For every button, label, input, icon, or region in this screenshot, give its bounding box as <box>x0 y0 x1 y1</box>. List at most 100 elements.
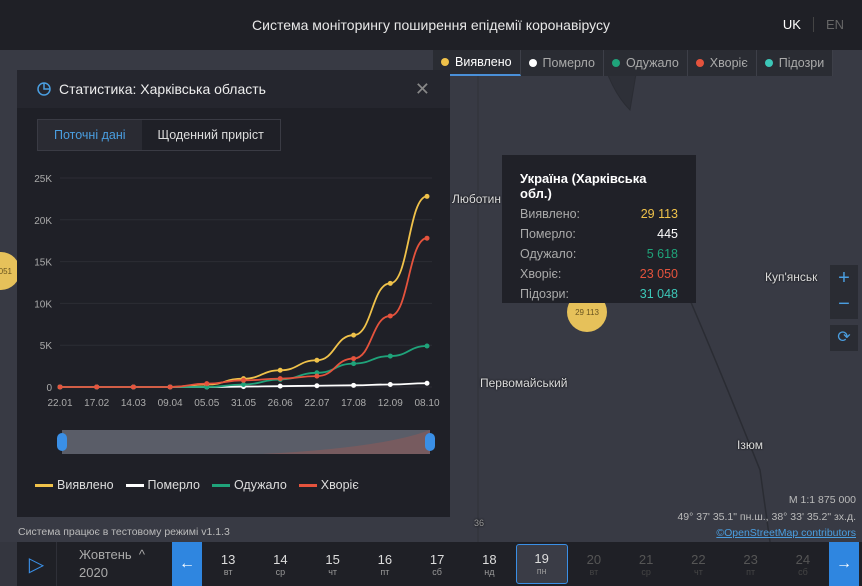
city-label: Первомайський <box>480 376 568 390</box>
tooltip-row: Померло: 445 <box>520 227 678 247</box>
day-item[interactable]: 24 сб <box>777 552 829 577</box>
tab-daily[interactable]: Щоденний приріст <box>157 128 264 142</box>
range-handle-start[interactable] <box>57 433 67 451</box>
month-label: Жовтень <box>79 547 132 562</box>
month-selector[interactable]: Жовтень ^ 2020 <box>57 546 172 582</box>
y-tick-label: 0 <box>46 383 52 394</box>
data-point <box>387 280 393 286</box>
day-number: 24 <box>795 551 811 567</box>
data-point <box>57 384 63 390</box>
series-line <box>59 195 428 388</box>
zoom-out-button[interactable]: − <box>838 293 850 315</box>
map-marker[interactable]: 051 <box>0 252 20 290</box>
lang-uk[interactable]: UK <box>782 17 801 32</box>
data-point <box>351 382 357 388</box>
y-tick-label: 15K <box>34 258 52 269</box>
legend-item[interactable]: Хворіє <box>298 478 359 492</box>
layer-toggle[interactable]: Підозри <box>757 50 834 76</box>
line-icon <box>125 484 144 488</box>
play-button[interactable]: ▷ <box>17 542 57 586</box>
line-icon <box>298 484 317 488</box>
tooltip-row: Підозри: 31 048 <box>520 287 678 307</box>
day-number: 22 <box>691 551 706 567</box>
panel-header: Статистика: Харківська область <box>17 70 450 108</box>
tooltip-label: Одужало: <box>520 247 577 261</box>
day-item[interactable]: 22 чт <box>672 552 724 577</box>
day-weekday: пт <box>380 566 390 577</box>
day-number: 14 <box>273 551 288 567</box>
data-point <box>424 343 430 349</box>
x-tick-label: 08.10 <box>414 398 439 409</box>
x-tick-label: 26.06 <box>268 398 293 409</box>
status-text: Система працює в тестовому режимі v1.1.3 <box>18 526 230 538</box>
tooltip-value: 29 113 <box>640 207 678 221</box>
day-number: 15 <box>325 551 340 567</box>
tooltip-label: Хворіє: <box>520 267 562 281</box>
line-chart: 0 5K 10K 15K 20K 25K 22.01 17.02 14.03 09.04 05.05… <box>34 174 440 409</box>
day-weekday: ср <box>275 566 286 577</box>
zoom-in-button[interactable]: + <box>838 267 850 289</box>
day-item[interactable]: 20 вт <box>568 552 620 577</box>
tooltip-label: Підозри: <box>520 287 570 301</box>
layer-label: Померло <box>542 56 595 70</box>
legend-label: Хворіє <box>320 478 359 492</box>
layer-toggle[interactable]: Виявлено <box>433 50 521 76</box>
x-tick-label: 17.02 <box>84 398 109 409</box>
reset-view-button[interactable]: ⟳ <box>830 325 858 351</box>
day-item[interactable]: 19 пн <box>515 544 568 584</box>
layer-toggle[interactable]: Одужало <box>604 50 688 76</box>
region-tooltip: Україна (Харківська обл.) Виявлено: 29 11… <box>502 155 696 303</box>
lang-en[interactable]: EN <box>812 17 844 32</box>
layer-label: Хворіє <box>709 56 748 70</box>
x-tick-label: 22.01 <box>47 398 72 409</box>
day-item[interactable]: 18 нд <box>463 552 515 577</box>
day-weekday: сб <box>432 566 442 577</box>
day-item[interactable]: 17 сб <box>411 552 463 577</box>
tooltip-value: 31 048 <box>639 287 678 301</box>
legend-item[interactable]: Померло <box>125 478 200 492</box>
day-item[interactable]: 23 пт <box>725 552 777 577</box>
data-point <box>351 361 357 367</box>
attribution-link[interactable]: ©OpenStreetMap contributors <box>716 527 856 539</box>
day-number: 19 <box>534 551 549 566</box>
y-tick-label: 25K <box>34 174 52 185</box>
next-arrow-button[interactable]: → <box>829 542 859 586</box>
tooltip-row: Одужало: 5 618 <box>520 247 678 267</box>
day-number: 21 <box>638 551 654 567</box>
layer-toggle[interactable]: Померло <box>521 50 604 76</box>
data-point <box>130 384 136 390</box>
range-slider[interactable] <box>57 430 435 454</box>
map-coordinates: 49° 37' 35.1" пн.ш., 38° 33' 35.2" зх.д. <box>677 511 856 523</box>
day-item[interactable]: 13 вт <box>202 552 254 577</box>
legend-label: Померло <box>147 478 200 492</box>
data-point <box>424 193 430 199</box>
chart-legend: Виявлено Померло Одужало Хворіє <box>35 478 359 492</box>
day-item[interactable]: 21 ср <box>620 552 672 577</box>
range-handle-end[interactable] <box>425 433 435 451</box>
layer-toggle[interactable]: Хворіє <box>688 50 757 76</box>
dot-icon <box>528 59 537 67</box>
day-item[interactable]: 15 чт <box>307 552 359 577</box>
day-weekday: пн <box>536 566 547 576</box>
day-weekday: пт <box>746 566 756 577</box>
day-number: 23 <box>743 551 758 567</box>
dot-icon <box>764 59 773 67</box>
tab-current[interactable]: Поточні дані <box>38 120 142 150</box>
data-point <box>167 384 173 390</box>
x-tick-label: 09.04 <box>158 398 183 409</box>
tooltip-label: Померло: <box>520 227 576 241</box>
layer-label: Підозри <box>778 56 825 70</box>
day-weekday: нд <box>484 566 495 577</box>
tooltip-row: Хворіє: 23 050 <box>520 267 678 287</box>
prev-arrow-button[interactable]: ← <box>172 542 202 586</box>
legend-item[interactable]: Виявлено <box>35 478 114 492</box>
layer-label: Одужало <box>625 56 679 70</box>
day-item[interactable]: 16 пт <box>359 552 411 577</box>
data-point <box>387 381 393 387</box>
day-item[interactable]: 14 ср <box>254 552 306 577</box>
day-weekday: ср <box>641 566 651 577</box>
data-point <box>277 376 283 382</box>
legend-item[interactable]: Одужало <box>211 478 287 492</box>
data-point <box>387 313 393 319</box>
close-icon[interactable]: ✕ <box>414 79 430 99</box>
